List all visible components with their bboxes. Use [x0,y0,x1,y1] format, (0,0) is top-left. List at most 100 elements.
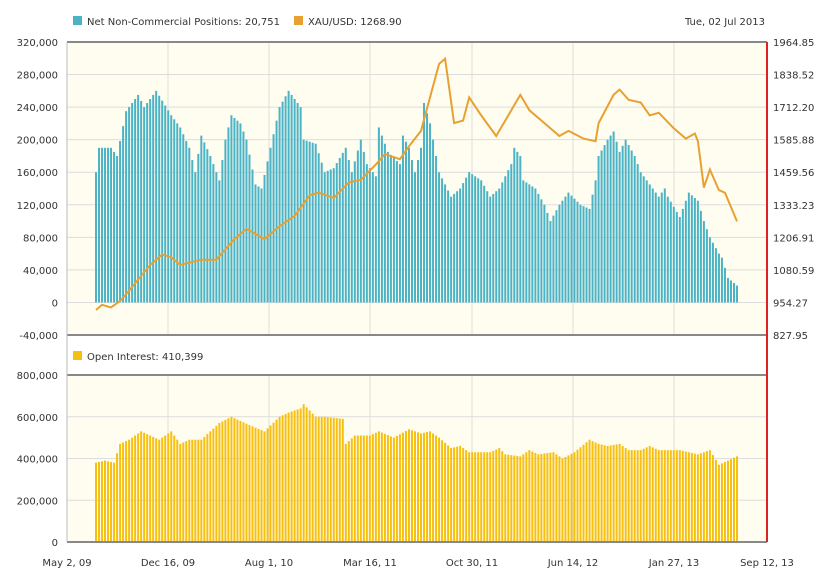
net-position-bar [426,113,429,303]
open-interest-bar [669,450,672,542]
net-position-bar [332,168,335,303]
open-interest-bar [474,452,477,542]
net-position-bar [125,111,128,303]
open-interest-bar [561,458,564,542]
open-interest-bar [681,450,684,542]
legend-net[interactable]: Net Non-Commercial Positions: 20,751 [87,17,280,28]
open-interest-bar [344,443,347,542]
open-interest-bar [594,442,597,542]
open-interest-bar [642,448,645,542]
open-interest-bar [362,435,365,542]
open-interest-bar [377,431,380,542]
net-position-bar [224,139,227,303]
net-position-bar [131,103,134,303]
open-interest-bar [420,433,423,542]
net-position-bar [483,185,486,303]
net-position-bar [275,120,278,303]
open-interest-bar [173,435,176,542]
net-position-bar [726,278,729,303]
open-interest-bar [666,450,669,542]
open-interest-bar [720,463,723,542]
open-interest-bar [290,411,293,542]
open-interest-bar [606,445,609,542]
net-position-bar [314,143,317,303]
open-interest-bar [191,439,194,542]
open-interest-bar [597,443,600,542]
net-position-bar [477,178,480,303]
net-position-bar [188,147,191,303]
open-interest-bar [729,459,732,542]
y-tick-label-right: 1459.56 [773,168,814,179]
open-interest-bar [672,450,675,542]
net-position-bar [582,206,585,303]
legend-gold[interactable]: XAU/USD: 1268.90 [308,17,402,28]
net-position-bar [507,170,510,303]
net-position-bar [365,164,368,303]
open-interest-bar [371,434,374,542]
open-interest-bar [383,433,386,542]
open-interest-bar [690,452,693,542]
net-position-bar [660,192,663,303]
open-interest-bar [338,418,341,542]
open-interest-bar [555,454,558,542]
net-position-bar [140,101,143,303]
open-interest-bar [110,461,113,542]
net-position-bar [107,147,110,303]
open-interest-bar [675,450,678,542]
net-position-bar [335,163,338,303]
net-position-bar [456,191,459,303]
open-interest-bar [149,435,152,542]
open-interest-bar [353,435,356,542]
open-interest-bar [693,453,696,542]
net-position-bar [639,172,642,303]
net-position-bar [588,208,591,303]
open-interest-bar [492,450,495,542]
net-position-bar [215,172,218,303]
net-position-bar [266,161,269,303]
net-position-bar [245,139,248,303]
open-interest-bar [152,436,155,542]
open-interest-bar [687,452,690,542]
open-interest-bar [296,409,299,542]
net-position-bar [383,143,386,303]
net-position-bar [600,150,603,303]
y-tick-label-lower: 400,000 [17,455,58,466]
net-position-bar [119,141,122,303]
open-interest-bar [633,450,636,542]
net-position-bar [254,184,257,303]
open-interest-bar [206,434,209,542]
open-interest-bar [576,449,579,542]
legend-swatch-oi [73,351,82,360]
open-interest-bar [401,432,404,542]
open-interest-bar [516,455,519,542]
legend-oi[interactable]: Open Interest: 410,399 [87,352,203,363]
net-position-bar [152,94,155,303]
net-position-bar [495,191,498,303]
net-position-bar [645,180,648,303]
open-interest-bar [468,452,471,542]
net-position-bar [711,242,714,303]
y-tick-label-right: 1964.85 [773,38,814,49]
net-position-bar [110,147,113,303]
open-interest-bar [732,457,735,542]
net-position-bar [681,208,684,303]
net-position-bar [260,188,263,303]
open-interest-bar [368,435,371,542]
open-interest-bar [179,443,182,542]
open-interest-bar [284,413,287,542]
x-tick-label: Sep 12, 13 [740,558,794,569]
net-position-bar [167,110,170,303]
open-interest-bar [582,444,585,542]
net-position-bar [594,180,597,303]
x-tick-label: Jan 27, 13 [648,558,699,569]
legend-swatch-gold [294,16,303,25]
net-position-bar [164,105,167,303]
net-position-bar [627,145,630,303]
open-interest-bar [305,407,308,542]
open-interest-bar [465,450,468,542]
open-interest-bar [140,431,143,542]
net-position-bar [654,192,657,303]
open-interest-bar [275,419,278,542]
net-position-bar [179,127,182,303]
